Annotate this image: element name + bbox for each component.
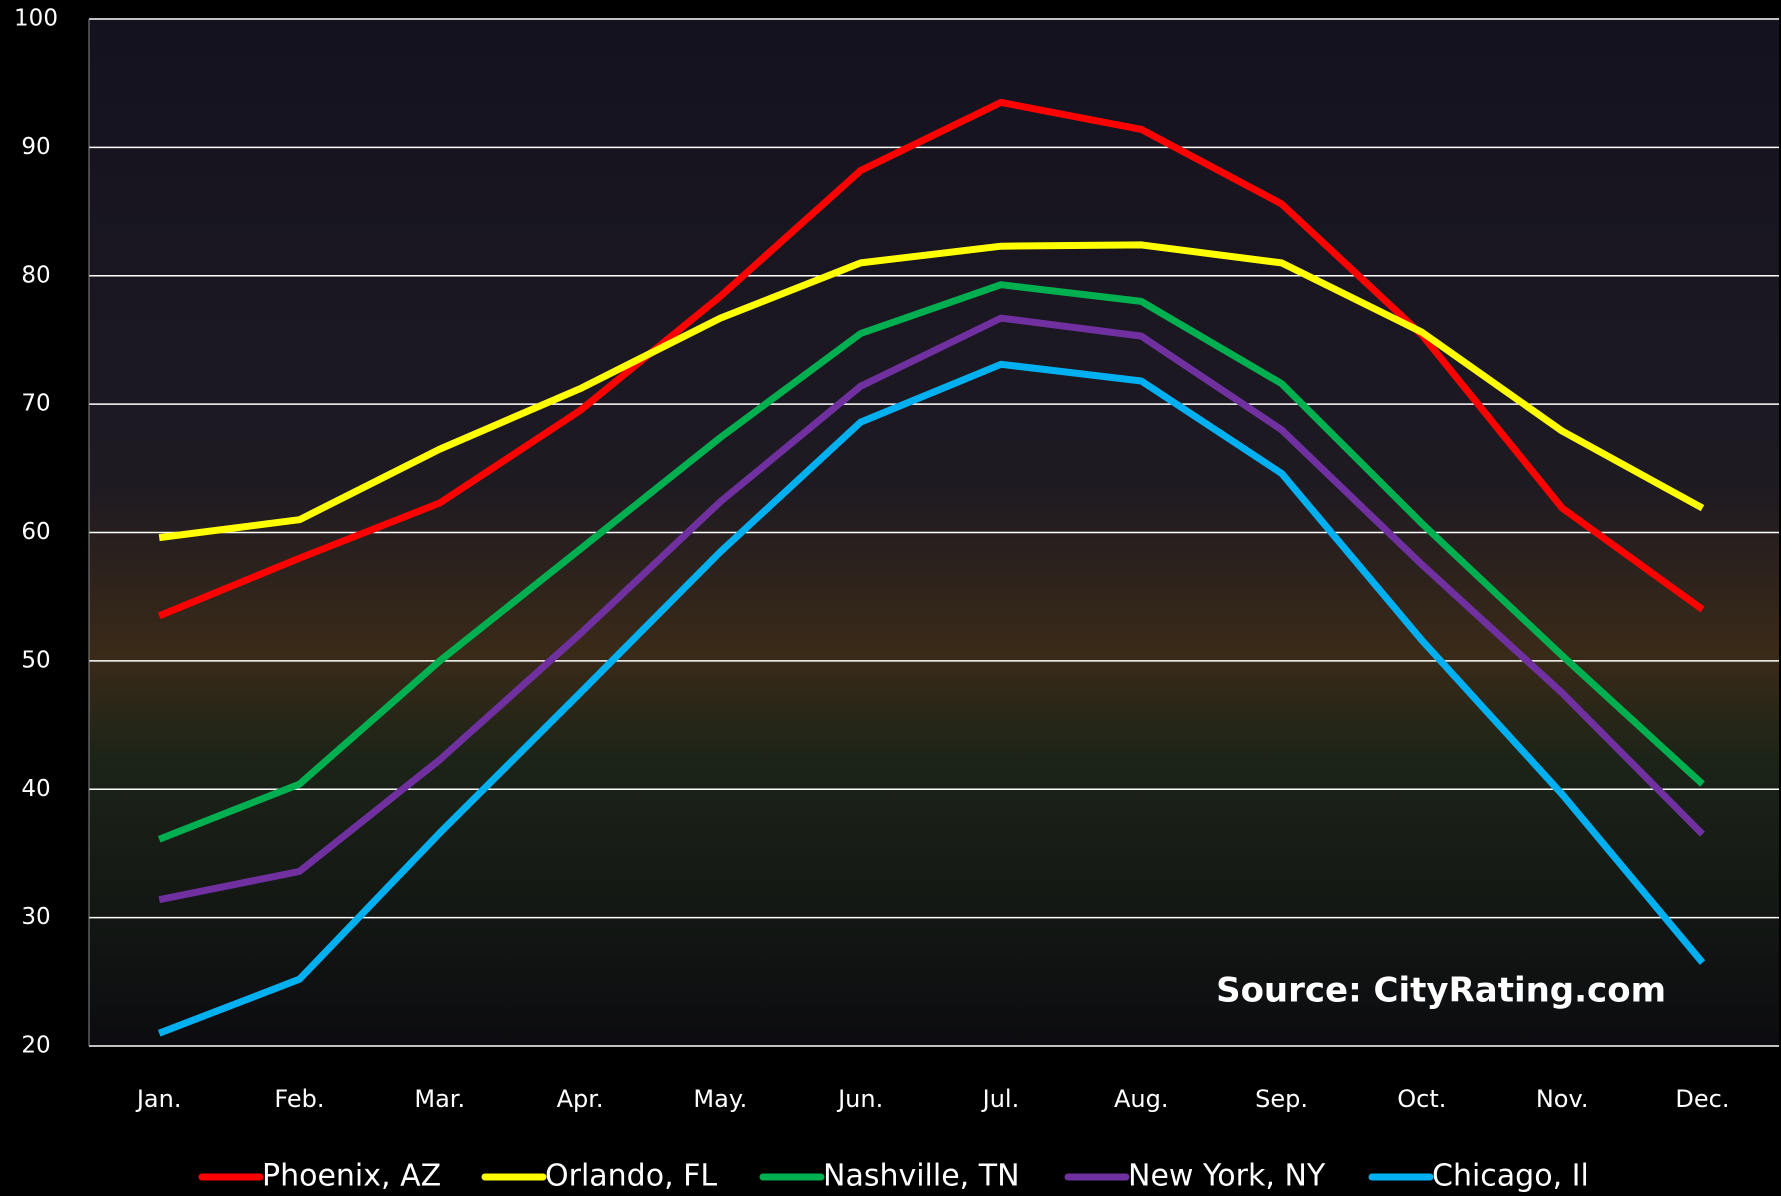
- y-tick-label: 100: [14, 6, 58, 32]
- x-tick-label: Aug.: [1114, 1085, 1169, 1113]
- y-tick-label: 90: [21, 134, 50, 160]
- x-tick-label: Mar.: [414, 1085, 465, 1113]
- x-tick-label: Apr.: [557, 1085, 604, 1113]
- x-tick-label: Jul.: [981, 1085, 1020, 1113]
- legend-label: Chicago, Il: [1432, 1159, 1589, 1194]
- x-tick-label: Oct.: [1397, 1085, 1446, 1113]
- page: {"chart_data": {"type": "line", "categor…: [0, 0, 1781, 1196]
- y-tick-label: 30: [21, 904, 50, 930]
- x-tick-label: May.: [693, 1085, 747, 1113]
- x-tick-label: Sep.: [1255, 1085, 1308, 1113]
- y-tick-label: 70: [21, 391, 50, 417]
- y-tick-label: 20: [21, 1033, 50, 1059]
- x-tick-label: Nov.: [1536, 1085, 1589, 1113]
- x-tick-label: Jun.: [836, 1085, 883, 1113]
- y-tick-label: 80: [21, 262, 50, 288]
- y-tick-label: 50: [21, 647, 50, 673]
- x-tick-label: Feb.: [274, 1085, 324, 1113]
- x-tick-label: Dec.: [1675, 1085, 1729, 1113]
- legend-label: Orlando, FL: [545, 1159, 717, 1194]
- x-tick-label: Jan.: [135, 1085, 182, 1113]
- y-tick-label: 40: [21, 776, 50, 802]
- legend-label: Phoenix, AZ: [262, 1159, 441, 1194]
- y-tick-label: 60: [21, 519, 50, 545]
- legend-label: Nashville, TN: [823, 1159, 1020, 1194]
- chart: Source: CityRating.com 20 30 40 50 60 70 80 90 1…: [0, 0, 1781, 1196]
- legend-label: New York, NY: [1128, 1159, 1326, 1194]
- source-annotation: Source: CityRating.com: [1216, 971, 1666, 1011]
